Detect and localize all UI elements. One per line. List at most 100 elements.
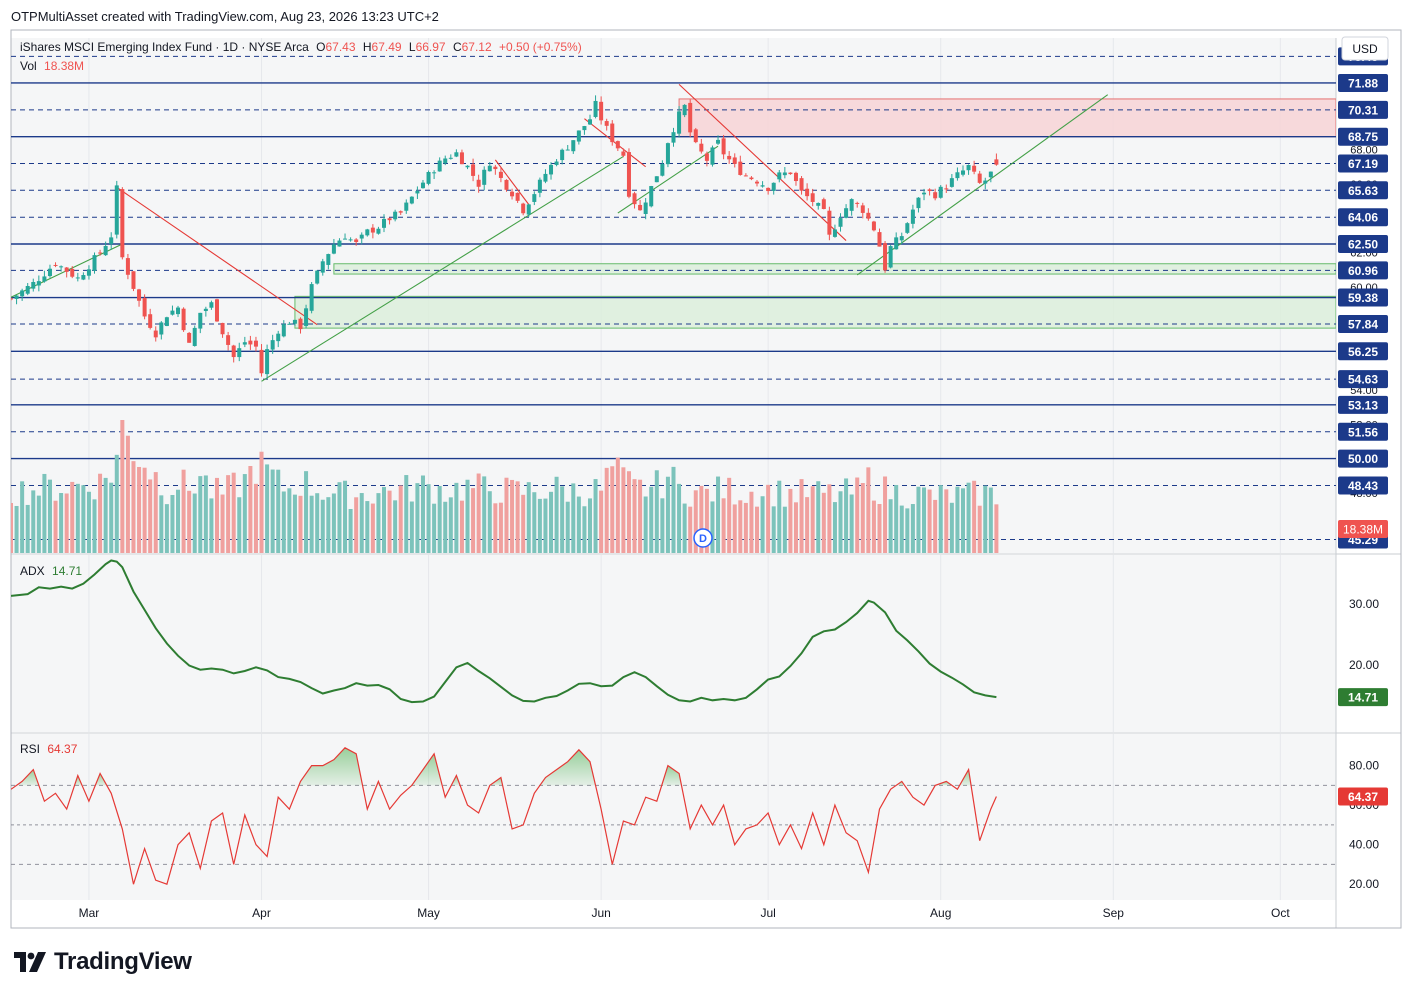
candle-body[interactable] (365, 229, 370, 236)
candle-body[interactable] (560, 149, 565, 161)
price-level-tag[interactable] (1338, 476, 1388, 495)
volume-bar[interactable] (443, 501, 448, 553)
candle-body[interactable] (960, 170, 965, 175)
volume-bar[interactable] (732, 504, 737, 553)
candle-body[interactable] (944, 188, 949, 190)
volume-bar[interactable] (615, 457, 620, 553)
candle-body[interactable] (443, 158, 448, 164)
candle-body[interactable] (159, 322, 164, 335)
candle-body[interactable] (448, 157, 453, 159)
candle-body[interactable] (432, 172, 437, 174)
candle-body[interactable] (515, 192, 520, 201)
candle-body[interactable] (409, 196, 414, 204)
volume-bar[interactable] (988, 487, 993, 553)
volume-bar[interactable] (242, 474, 247, 553)
volume-bar[interactable] (42, 473, 47, 553)
candle-body[interactable] (148, 314, 153, 328)
red-trendline[interactable] (584, 118, 647, 168)
candle-body[interactable] (98, 252, 103, 254)
volume-bar[interactable] (643, 496, 648, 553)
volume-bar[interactable] (237, 497, 242, 553)
volume-bar[interactable] (326, 497, 331, 553)
volume-bar[interactable] (682, 503, 687, 553)
candle-body[interactable] (398, 211, 403, 213)
volume-bar[interactable] (125, 435, 130, 553)
candle-body[interactable] (677, 111, 682, 134)
volume-bar[interactable] (226, 475, 231, 553)
candle-body[interactable] (209, 302, 214, 308)
candle-body[interactable] (359, 234, 364, 239)
volume-bar[interactable] (292, 494, 297, 553)
candle-body[interactable] (376, 228, 381, 234)
volume-bar[interactable] (832, 502, 837, 553)
candle-body[interactable] (482, 169, 487, 185)
volume-bar[interactable] (198, 476, 203, 553)
candle-body[interactable] (894, 237, 899, 250)
candle-body[interactable] (916, 197, 921, 209)
volume-bar[interactable] (259, 451, 264, 553)
main-legend[interactable]: iShares MSCI Emerging Index Fund · 1D · … (20, 40, 582, 73)
volume-bar[interactable] (599, 490, 604, 553)
candle-body[interactable] (727, 155, 732, 160)
volume-bar[interactable] (738, 500, 743, 553)
volume-bar[interactable] (977, 505, 982, 553)
candle-body[interactable] (242, 342, 247, 345)
price-level-tag[interactable] (1338, 181, 1388, 200)
rsi-value-tag[interactable] (1338, 787, 1388, 806)
volume-bar[interactable] (927, 489, 932, 553)
volume-bar[interactable] (849, 494, 854, 554)
volume-bar[interactable] (487, 491, 492, 553)
volume-bar[interactable] (504, 477, 509, 553)
volume-bar[interactable] (320, 499, 325, 553)
candle-body[interactable] (922, 192, 927, 195)
volume-bar[interactable] (549, 491, 554, 553)
candle-body[interactable] (699, 143, 704, 152)
volume-bar[interactable] (14, 505, 19, 553)
red-trendline[interactable] (494, 159, 530, 205)
volume-bar[interactable] (448, 497, 453, 553)
candle-body[interactable] (604, 121, 609, 126)
candle-body[interactable] (231, 345, 236, 358)
volume-bar[interactable] (365, 501, 370, 553)
candle-body[interactable] (910, 209, 915, 224)
volume-bar[interactable] (231, 472, 236, 553)
candle-body[interactable] (304, 308, 309, 326)
volume-bar[interactable] (170, 495, 175, 553)
candle-body[interactable] (576, 130, 581, 142)
price-level-tag[interactable] (1338, 235, 1388, 253)
price-level-tag[interactable] (1338, 261, 1388, 280)
candle-body[interactable] (348, 239, 353, 241)
candle-body[interactable] (9, 298, 14, 300)
price-level-tag[interactable] (1338, 422, 1388, 441)
candle-body[interactable] (415, 190, 420, 194)
rsi-line[interactable] (11, 747, 997, 885)
volume-bar[interactable] (749, 491, 754, 553)
candle-body[interactable] (766, 187, 771, 192)
volume-bar[interactable] (766, 484, 771, 553)
volume-bar[interactable] (25, 504, 30, 553)
volume-bar[interactable] (181, 469, 186, 553)
volume-bar[interactable] (9, 502, 14, 553)
candle-body[interactable] (749, 177, 754, 180)
candle-body[interactable] (192, 327, 197, 346)
candle-body[interactable] (53, 264, 58, 266)
volume-bar[interactable] (922, 487, 927, 553)
volume-bar[interactable] (755, 506, 760, 553)
volume-bar[interactable] (137, 466, 142, 553)
volume-bar[interactable] (983, 485, 988, 553)
volume-bar[interactable] (571, 483, 576, 553)
volume-bar[interactable] (309, 495, 314, 553)
volume-bar[interactable] (304, 471, 309, 553)
candle-body[interactable] (821, 199, 826, 210)
candle-body[interactable] (315, 270, 320, 284)
volume-bar[interactable] (404, 475, 409, 553)
volume-bar[interactable] (370, 503, 375, 553)
volume-bar[interactable] (693, 490, 698, 553)
volume-bar[interactable] (994, 504, 999, 553)
volume-bar[interactable] (109, 482, 114, 553)
price-level-tag[interactable] (1338, 314, 1388, 333)
tradingview-logo[interactable]: TradingView (12, 948, 192, 976)
candle-body[interactable] (253, 340, 258, 347)
candle-body[interactable] (688, 102, 693, 133)
